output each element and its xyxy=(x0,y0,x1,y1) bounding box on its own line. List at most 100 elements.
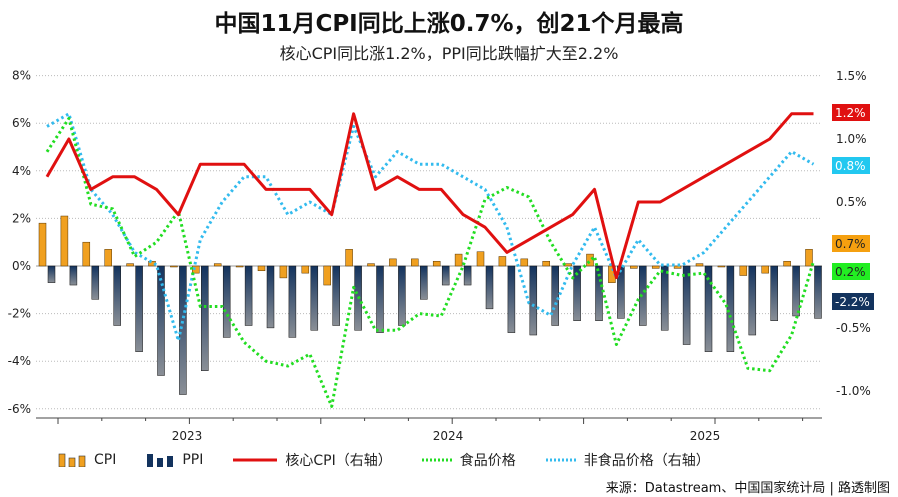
cpi-bar xyxy=(651,265,660,269)
cpi-bar xyxy=(104,249,112,267)
cpi-bar xyxy=(476,251,485,267)
ppi-bar xyxy=(266,265,275,329)
cpi-bar xyxy=(717,265,726,268)
ppi-bar xyxy=(551,265,559,326)
ppi-bar xyxy=(726,265,735,352)
left-tick-label: 2% xyxy=(12,211,31,225)
ppi-bar xyxy=(507,265,516,333)
ppi-bar xyxy=(770,265,778,321)
ppi-bar xyxy=(420,265,428,300)
cpi-bar xyxy=(630,265,638,269)
ppi-bar xyxy=(748,265,757,336)
cpi-bar xyxy=(739,265,748,276)
cpi-bar xyxy=(805,249,813,267)
ppi-bar xyxy=(463,265,472,286)
cpi-bar xyxy=(498,256,507,267)
legend-item-food: 食品价格 xyxy=(421,450,516,470)
cpi-bar xyxy=(695,263,704,267)
cpi-bar xyxy=(783,260,791,267)
ppi-end-label-box xyxy=(832,293,874,310)
ppi-bar xyxy=(595,265,603,321)
cpi-bar xyxy=(586,253,594,267)
left-tick-label: 0% xyxy=(12,259,31,273)
right-tick-label: 1.5% xyxy=(836,69,867,83)
ppi-bar xyxy=(201,265,209,371)
ppi-bar xyxy=(398,265,406,326)
cpi-legend-icon xyxy=(58,453,86,467)
food-end-label-box xyxy=(832,263,870,280)
cpi-bar xyxy=(170,265,178,268)
cpi-bar xyxy=(82,241,91,267)
food-legend-icon xyxy=(421,458,452,462)
legend-label: 食品价格 xyxy=(459,453,516,469)
cpi-bar xyxy=(38,222,47,267)
cpi-bar xyxy=(389,258,397,267)
core-end-label: 1.2% xyxy=(835,106,866,120)
ppi-bar xyxy=(682,265,691,345)
cpi-end-label-box xyxy=(832,235,870,252)
cpi-bar xyxy=(60,215,69,267)
ppi-bar xyxy=(704,265,713,352)
cpi-bar xyxy=(454,253,463,267)
cpi-end-label: 0.7% xyxy=(835,237,866,251)
ppi-bar xyxy=(113,265,121,326)
ppi-bar xyxy=(135,265,143,352)
right-tick-label: -1.0% xyxy=(836,384,871,398)
ppi-bar xyxy=(529,265,538,336)
ppi-legend-icon xyxy=(147,454,174,467)
core-legend-icon xyxy=(233,458,278,462)
ppi-bar xyxy=(332,265,340,326)
chart-subtitle: 核心CPI同比涨1.2%，PPI同比跌幅扩大至2.2% xyxy=(279,44,619,63)
cpi-bar xyxy=(761,265,769,274)
left-tick-label: 8% xyxy=(12,69,31,83)
nonfood-end-label: 0.8% xyxy=(835,159,866,173)
ppi-bar xyxy=(244,265,253,326)
cpi-bar xyxy=(367,263,375,267)
ppi-bar xyxy=(179,265,187,395)
nonfood-legend-icon xyxy=(545,458,576,462)
cpi-bar xyxy=(411,258,419,267)
left-tick-label: 6% xyxy=(12,116,31,130)
left-tick-label: -4% xyxy=(8,354,31,368)
ppi-bar xyxy=(288,265,297,338)
chart-title: 中国11月CPI同比上涨0.7%，创21个月最高 xyxy=(214,11,684,37)
legend: CPI PPI 核心CPI（右轴） 食品价格 非食品价格（右轴） xyxy=(58,450,710,470)
nonfood-end-label-box xyxy=(832,157,870,174)
food-end-label: 0.2% xyxy=(835,265,866,279)
x-tick-label: 2023 xyxy=(172,429,203,443)
ppi-bar xyxy=(660,265,669,331)
food-line xyxy=(45,116,815,408)
legend-item-core: 核心CPI（右轴） xyxy=(233,450,392,470)
cpi-bar xyxy=(323,265,331,286)
cpi-bar xyxy=(520,258,529,267)
ppi-bar xyxy=(376,265,384,333)
legend-label: CPI xyxy=(94,452,117,468)
ppi-bar xyxy=(441,265,450,286)
right-tick-label: 1.0% xyxy=(836,132,867,146)
cpi-bar xyxy=(213,263,222,267)
left-tick-label: -2% xyxy=(8,307,31,321)
source-note: 来源：Datastream、中国国家统计局 | 路透制图 xyxy=(605,481,890,496)
ppi-bar xyxy=(157,265,165,376)
left-tick-label: -6% xyxy=(8,402,31,416)
ppi-end-label: -2.2% xyxy=(835,295,870,309)
legend-label: 非食品价格（右轴） xyxy=(583,453,710,469)
ppi-bar xyxy=(792,265,800,317)
cpi-bar xyxy=(542,260,550,267)
legend-item-cpi: CPI xyxy=(58,452,116,468)
legend-item-ppi: PPI xyxy=(146,452,203,468)
cpi-bar xyxy=(432,260,441,267)
x-tick-label: 2024 xyxy=(433,429,464,443)
ppi-bar xyxy=(69,265,78,286)
cpi-bar xyxy=(279,265,288,279)
right-tick-label: 0.5% xyxy=(836,195,867,209)
cpi-bar xyxy=(673,265,682,269)
ppi-bar xyxy=(814,265,822,319)
ppi-bar xyxy=(485,265,494,310)
legend-label: 核心CPI（右轴） xyxy=(285,453,392,469)
ppi-bar xyxy=(47,265,56,283)
left-tick-label: 4% xyxy=(12,164,31,178)
ppi-bar xyxy=(222,265,231,338)
